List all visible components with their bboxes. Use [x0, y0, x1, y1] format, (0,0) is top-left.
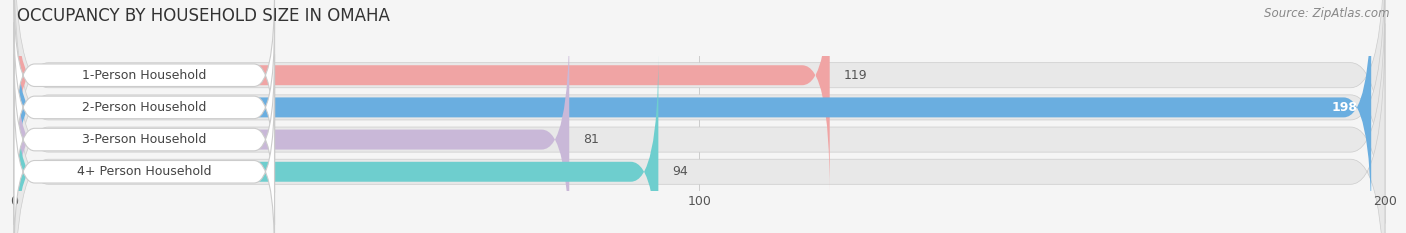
- Text: 4+ Person Household: 4+ Person Household: [77, 165, 211, 178]
- FancyBboxPatch shape: [14, 0, 830, 194]
- Text: OCCUPANCY BY HOUSEHOLD SIZE IN OMAHA: OCCUPANCY BY HOUSEHOLD SIZE IN OMAHA: [17, 7, 389, 25]
- FancyBboxPatch shape: [14, 53, 658, 233]
- Text: 119: 119: [844, 69, 868, 82]
- Text: 81: 81: [583, 133, 599, 146]
- FancyBboxPatch shape: [14, 0, 1385, 233]
- Text: 2-Person Household: 2-Person Household: [82, 101, 207, 114]
- FancyBboxPatch shape: [14, 0, 1385, 233]
- Text: 3-Person Household: 3-Person Household: [82, 133, 207, 146]
- Text: 198: 198: [1331, 101, 1358, 114]
- FancyBboxPatch shape: [14, 0, 1371, 226]
- FancyBboxPatch shape: [14, 0, 1385, 223]
- FancyBboxPatch shape: [14, 0, 274, 161]
- FancyBboxPatch shape: [14, 22, 274, 193]
- FancyBboxPatch shape: [14, 21, 569, 233]
- FancyBboxPatch shape: [14, 86, 274, 233]
- Text: 94: 94: [672, 165, 688, 178]
- FancyBboxPatch shape: [14, 54, 274, 225]
- Text: Source: ZipAtlas.com: Source: ZipAtlas.com: [1264, 7, 1389, 20]
- Text: 1-Person Household: 1-Person Household: [82, 69, 207, 82]
- FancyBboxPatch shape: [14, 24, 1385, 233]
